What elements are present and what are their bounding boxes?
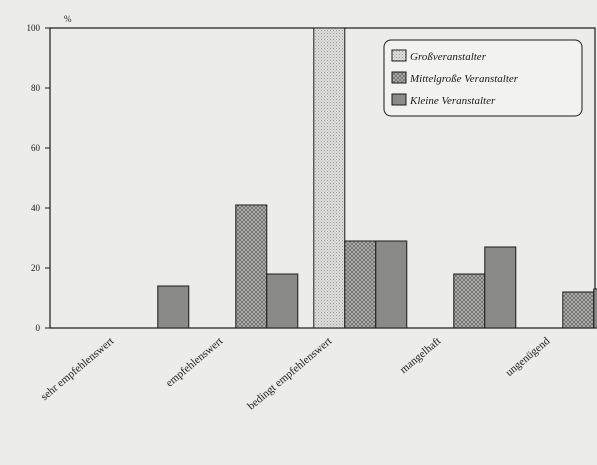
bar-2-5 bbox=[562, 291, 595, 329]
y-tick-label: 100 bbox=[27, 23, 41, 33]
y-axis-ticks: 0 20 40 60 80 100 bbox=[27, 23, 50, 333]
bar-3-5 bbox=[593, 288, 597, 329]
legend-label: Großveranstalter bbox=[410, 51, 487, 63]
bar-2-2 bbox=[235, 204, 268, 329]
y-axis-unit-label: % bbox=[64, 14, 72, 24]
y-tick-label: 40 bbox=[31, 203, 41, 213]
bar-3-2 bbox=[266, 273, 299, 329]
y-tick-label: 20 bbox=[31, 263, 41, 273]
x-category-label: bedingt empfehlenswert bbox=[245, 335, 334, 412]
bar-1-3 bbox=[313, 27, 346, 329]
bar-2-3 bbox=[344, 240, 377, 329]
legend-swatch bbox=[391, 71, 407, 84]
bar-2-4 bbox=[453, 273, 486, 329]
y-tick-label: 60 bbox=[31, 143, 41, 153]
bar-3-1 bbox=[157, 285, 190, 329]
bar-3-3 bbox=[375, 240, 408, 329]
x-category-label: sehr empfehlenswert bbox=[39, 335, 117, 403]
legend-label: Mittelgroße Veranstalter bbox=[409, 73, 519, 85]
legend-label: Kleine Veranstalter bbox=[409, 95, 496, 107]
bar-3-4 bbox=[484, 246, 517, 329]
y-tick-label: 80 bbox=[31, 83, 41, 93]
legend-swatch bbox=[391, 93, 407, 106]
y-tick-label: 0 bbox=[36, 323, 41, 333]
legend: Großveranstalter Mittelgroße Veranstalter… bbox=[383, 39, 583, 117]
x-category-label: empfehlenswert bbox=[164, 335, 226, 389]
x-category-label: ungenügend bbox=[503, 335, 552, 379]
legend-swatch bbox=[391, 49, 407, 62]
legend-box bbox=[383, 39, 583, 117]
x-axis-labels: sehr empfehlenswert empfehlenswert bedingt… bbox=[39, 335, 553, 413]
bar-group bbox=[157, 27, 597, 329]
x-category-label: mangelhaft bbox=[398, 335, 444, 376]
